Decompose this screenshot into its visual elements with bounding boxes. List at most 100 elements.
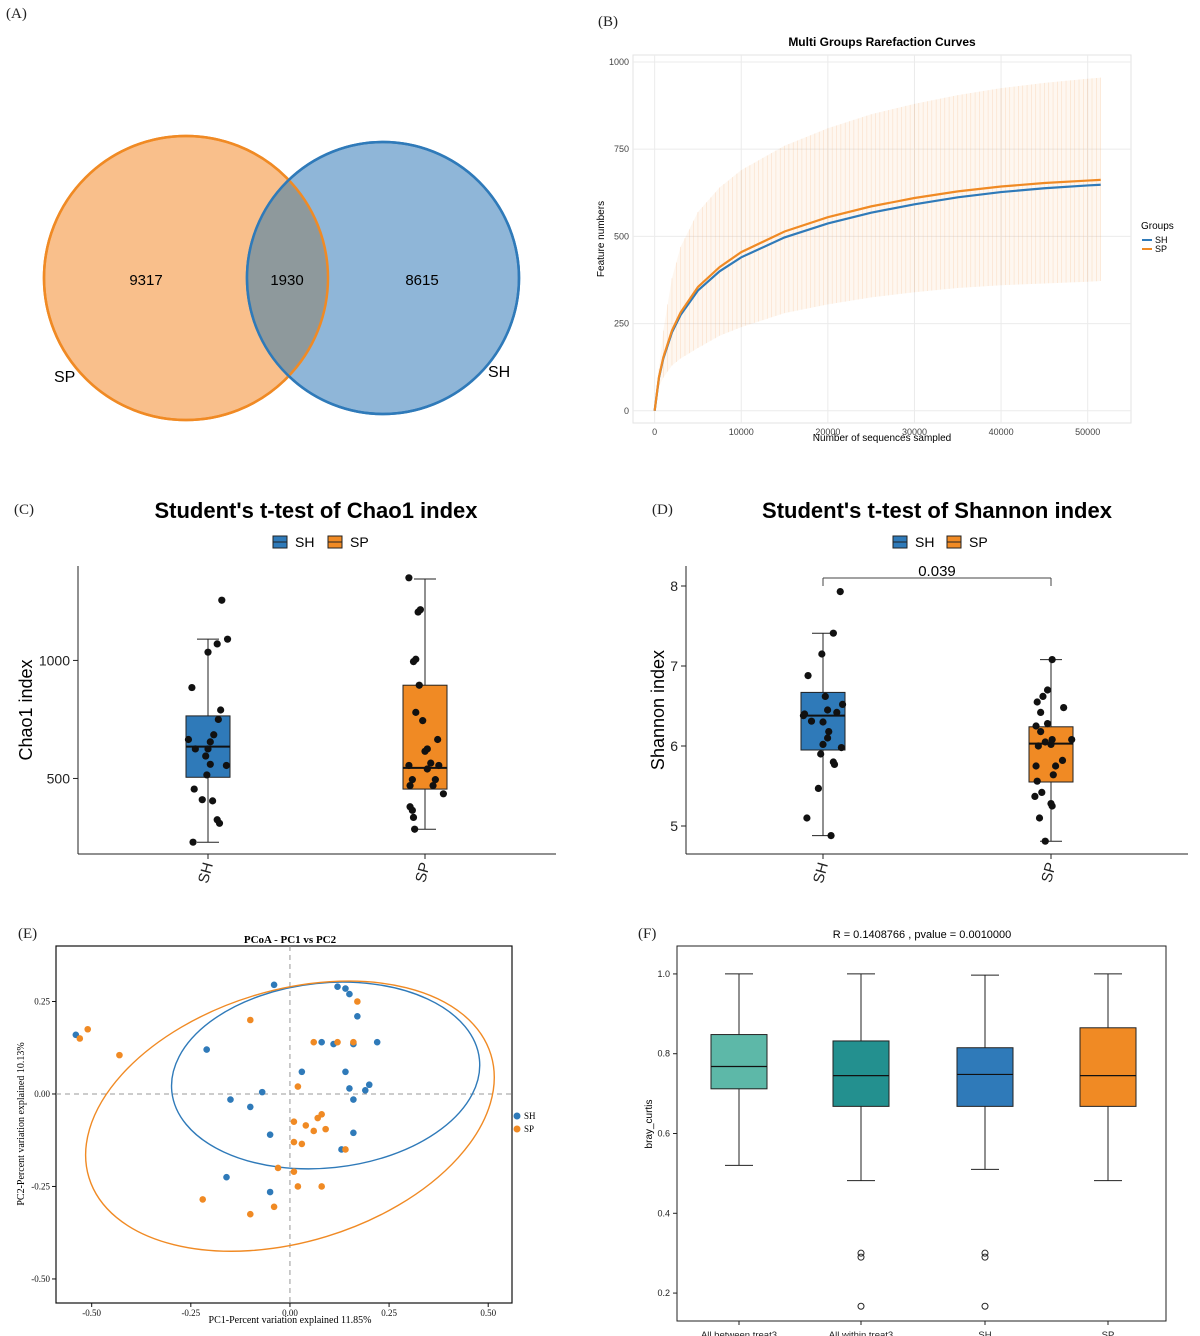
legend-label-sh: SH	[1155, 235, 1168, 245]
data-point	[804, 672, 812, 680]
data-point	[837, 744, 845, 752]
x-tick-label: 50000	[1075, 427, 1100, 437]
data-point	[215, 819, 224, 827]
data-point-sh	[350, 1096, 357, 1103]
shannon-boxplot: Student's t-test of Shannon index SH SP …	[648, 498, 1188, 886]
data-point	[434, 735, 442, 744]
data-point-sp	[246, 1016, 254, 1024]
data-point	[818, 650, 826, 658]
confidence-ellipse-sp	[84, 980, 495, 1252]
x-tick-label: SH	[810, 861, 832, 886]
data-point	[1038, 788, 1046, 796]
data-point	[1048, 736, 1056, 744]
x-axis-label: PC1-Percent variation explained 11.85%	[209, 1315, 372, 1326]
x-tick-label: SP	[1102, 1330, 1115, 1336]
data-point-sp	[342, 1146, 349, 1153]
pcoa-scatter: PCoA - PC1 vs PC2 -0.50 -0.25 0.00 0.25 0.50…	[16, 934, 536, 1326]
chart-title: PCoA - PC1 vs PC2	[244, 934, 337, 946]
data-point-sh	[354, 1012, 361, 1020]
data-point	[819, 718, 827, 726]
legend-marker-sh	[513, 1112, 521, 1120]
data-point-sh	[318, 1038, 325, 1046]
rarefaction-chart: Multi Groups Rarefaction Curves 0 10000 20…	[596, 35, 1174, 444]
data-point-sp	[274, 1164, 282, 1172]
data-point-sh	[266, 1188, 274, 1196]
outlier-point	[981, 1249, 989, 1257]
data-point	[206, 760, 214, 768]
data-point-sp	[334, 1038, 341, 1046]
data-point	[405, 574, 413, 582]
data-point-sp	[354, 998, 361, 1005]
data-point	[427, 759, 435, 767]
y-tick-label: -0.50	[31, 1274, 50, 1284]
data-point	[803, 814, 811, 822]
data-point-sh	[298, 1068, 306, 1076]
data-point	[799, 712, 808, 720]
data-point	[1033, 777, 1041, 785]
data-point-sh	[334, 983, 341, 990]
venn-diagram: 9317 1930 8615 SP SH	[42, 134, 521, 422]
chao1-boxplot: Student's t-test of Chao1 index SH SP 50…	[16, 498, 556, 886]
venn-sh-only-count: 8615	[405, 272, 438, 289]
y-tick-label: 0.4	[657, 1208, 670, 1218]
box-sp	[402, 684, 448, 790]
data-point-sh	[342, 985, 349, 992]
data-point	[1031, 792, 1039, 800]
y-tick-label: 8	[670, 578, 678, 594]
data-point	[202, 752, 210, 760]
data-point	[825, 728, 833, 736]
data-point	[419, 717, 427, 725]
data-point-sh	[266, 1131, 274, 1138]
data-point-sp	[84, 1025, 92, 1033]
data-point	[1043, 720, 1052, 728]
data-point-sp	[302, 1122, 310, 1129]
data-point	[1041, 738, 1049, 746]
y-tick-label: 750	[614, 144, 629, 154]
data-point	[217, 706, 225, 714]
chart-title: Multi Groups Rarefaction Curves	[788, 35, 976, 49]
x-tick-label: All between treat3	[701, 1330, 777, 1336]
panel-label-a: (A)	[6, 6, 27, 22]
data-point	[429, 781, 437, 790]
legend-label-sh: SH	[524, 1111, 536, 1121]
x-tick-label: -0.25	[181, 1308, 200, 1318]
x-tick-label: SH	[195, 861, 217, 886]
data-point	[191, 745, 199, 753]
data-point	[206, 738, 214, 746]
panel-label-b: (B)	[598, 14, 618, 30]
data-point	[814, 784, 822, 792]
legend-label-sp: SP	[350, 534, 369, 550]
y-tick-label: 250	[614, 319, 629, 329]
data-point	[1037, 708, 1045, 716]
legend-label-sp: SP	[969, 534, 988, 550]
data-point-sh	[270, 981, 278, 989]
data-point	[218, 596, 226, 604]
p-value-annotation: 0.039	[918, 563, 956, 580]
legend-label-sh: SH	[915, 534, 934, 550]
data-point-sp	[116, 1051, 123, 1059]
venn-label-sp: SP	[54, 369, 75, 386]
data-point	[1032, 722, 1040, 730]
data-point	[431, 776, 439, 784]
legend-title: Groups	[1141, 221, 1174, 232]
panel-label-d: (D)	[652, 502, 673, 518]
data-point-sh	[246, 1103, 254, 1111]
outlier-point	[857, 1253, 865, 1261]
data-point	[1058, 756, 1067, 764]
x-tick-label: SP	[412, 861, 434, 885]
series-line-sp	[653, 178, 1101, 411]
data-point-sp	[294, 1183, 302, 1190]
data-point	[1068, 736, 1076, 744]
data-point-sh	[350, 1129, 357, 1137]
legend-marker-sp	[513, 1125, 521, 1133]
data-point-sh	[346, 990, 353, 998]
y-axis-label: Chao1 index	[16, 659, 36, 760]
data-point	[819, 740, 827, 748]
x-tick-label: 0.00	[282, 1308, 298, 1318]
data-point	[198, 796, 206, 804]
data-point	[210, 731, 218, 739]
x-tick-label: 0.25	[381, 1308, 397, 1318]
chart-title: R = 0.1408766 , pvalue = 0.0010000	[833, 929, 1012, 941]
data-point	[439, 790, 447, 798]
data-point-sp	[290, 1168, 298, 1175]
